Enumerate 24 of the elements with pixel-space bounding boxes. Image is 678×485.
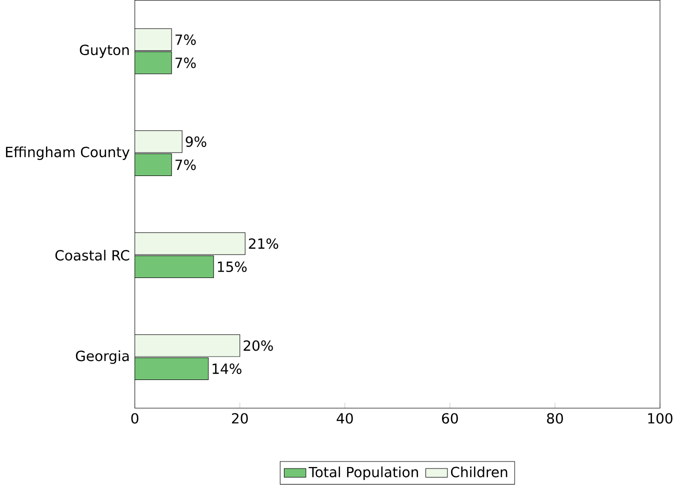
y-tick-label: Coastal RC	[55, 250, 130, 261]
bar	[134, 256, 214, 278]
data-label: 20%	[244, 340, 273, 352]
y-tick-label: Effingham County	[6, 146, 130, 160]
x-tick-label: 100	[648, 413, 672, 424]
data-label: 7%	[176, 58, 196, 68]
x-tick-label: 40	[336, 413, 353, 424]
data-label: 9%	[186, 136, 206, 148]
x-tick-label: 20	[232, 413, 248, 424]
data-label: 7%	[176, 160, 196, 170]
x-tick-label: 0	[131, 413, 138, 424]
bar	[134, 52, 172, 74]
x-tick-label: 60	[442, 413, 458, 424]
data-label: 15%	[218, 262, 247, 272]
y-tick-label: Guyton	[80, 44, 129, 58]
legend-label: Children	[451, 466, 508, 478]
bar	[134, 154, 172, 176]
y-tick-label: Georgia	[76, 350, 129, 364]
data-label: 7%	[176, 34, 196, 46]
x-tick-label: 80	[547, 413, 563, 424]
data-label: 14%	[212, 364, 242, 374]
bar	[134, 358, 209, 380]
legend-label: Total Population	[308, 466, 418, 480]
data-label: 21%	[248, 238, 278, 250]
